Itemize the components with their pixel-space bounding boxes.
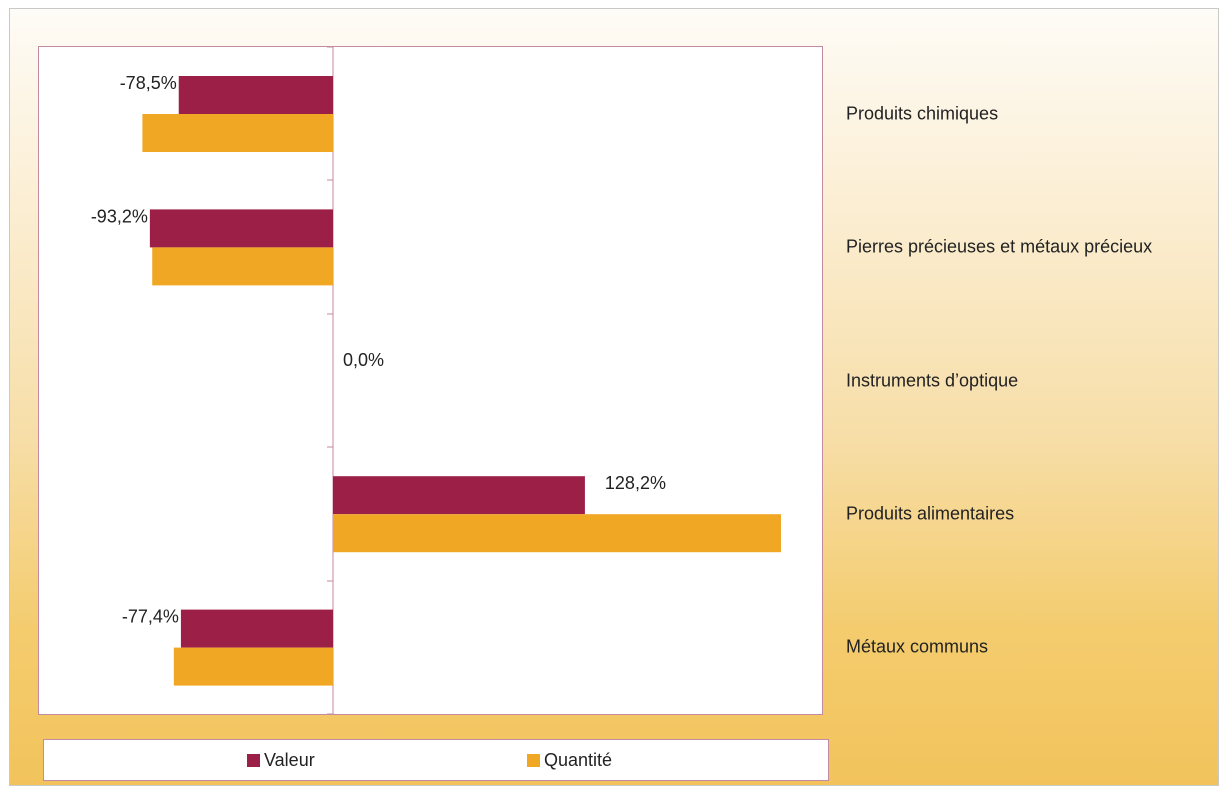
category-label: Instruments d’optique	[846, 370, 1019, 390]
category-label: Produits alimentaires	[846, 503, 1015, 524]
bar-valeur	[333, 476, 585, 515]
bar-chart: -78,5% -93,2% 0,0% 128,2% -77,4%	[91, 47, 782, 714]
legend-label-quantite: Quantité	[544, 750, 613, 770]
bar-quantité	[152, 247, 333, 286]
data-label: 128,2%	[605, 473, 666, 493]
category-label: Métaux communs	[846, 636, 989, 657]
category-label: Pierres précieuses et métaux précieux	[846, 236, 1153, 257]
plot-area: -78,5% -93,2% 0,0% 128,2% -77,4%	[38, 46, 823, 715]
legend-swatch-valeur	[247, 754, 260, 767]
data-label: -93,2%	[91, 206, 148, 226]
category-label: Produits chimiques	[846, 103, 999, 124]
data-label: -78,5%	[120, 73, 177, 93]
data-label: 0,0%	[343, 350, 384, 370]
legend: Valeur Quantité	[43, 739, 829, 781]
bar-valeur	[149, 209, 333, 248]
bar-quantité	[333, 514, 782, 553]
legend-swatch-quantite	[527, 754, 540, 767]
legend-label-valeur: Valeur	[264, 750, 315, 770]
data-label: -77,4%	[122, 607, 179, 627]
bar-valeur	[178, 76, 333, 114]
legend-item-valeur: Valeur	[247, 750, 315, 771]
bar-valeur	[180, 609, 333, 648]
bar-quantité	[142, 114, 333, 152]
bar-quantité	[173, 647, 333, 686]
legend-item-quantite: Quantité	[527, 750, 612, 771]
